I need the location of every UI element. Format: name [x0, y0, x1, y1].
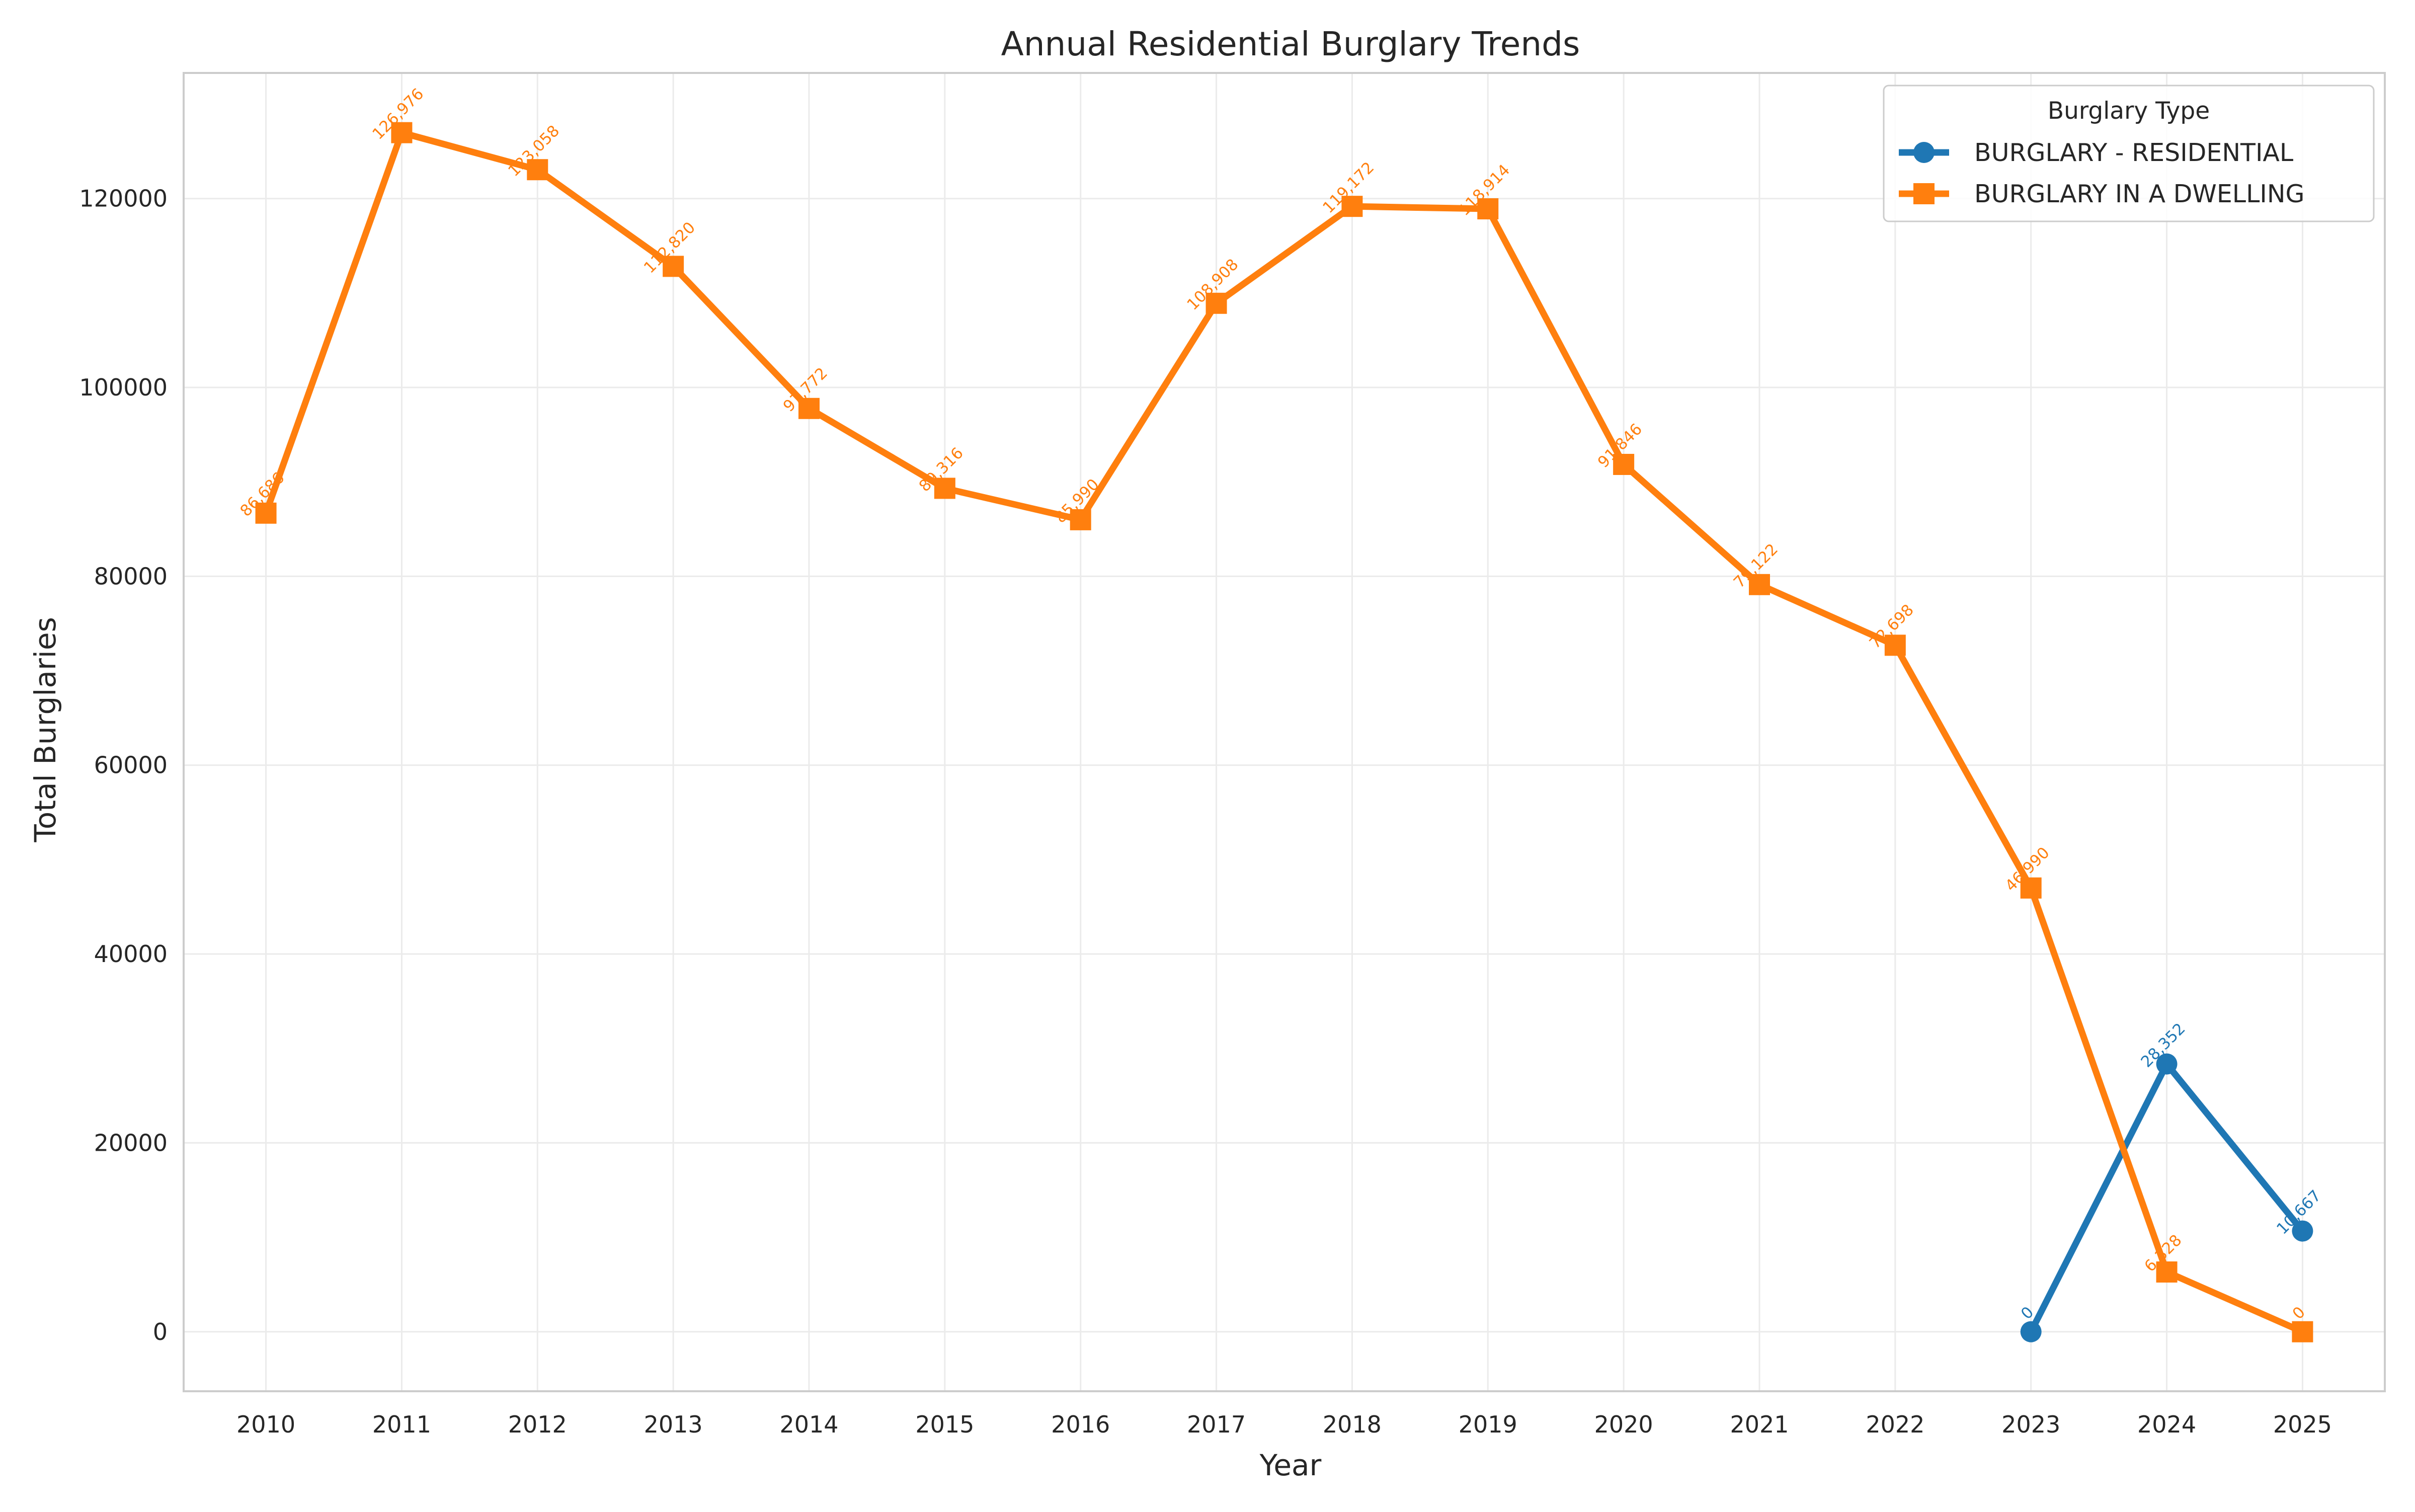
- legend-item-2: BURGLARY IN A DWELLING: [1899, 180, 2304, 208]
- data-point: [1884, 634, 1906, 656]
- x-tick-label: 2017: [1187, 1411, 1246, 1438]
- data-point: [2020, 1321, 2042, 1342]
- legend-title: Burglary Type: [2048, 97, 2210, 125]
- x-tick-label: 2015: [915, 1411, 974, 1438]
- data-point: [2292, 1220, 2313, 1242]
- x-tick-label: 2022: [1866, 1411, 1924, 1438]
- plot-frame: [183, 72, 2386, 1392]
- x-tick-label: 2023: [2001, 1411, 2060, 1438]
- data-point: [1477, 198, 1499, 219]
- legend: Burglary Type BURGLARY - RESIDENTIAL BURG…: [1883, 85, 2375, 222]
- x-tick-label: 2010: [236, 1411, 295, 1438]
- legend-item-1: BURGLARY - RESIDENTIAL: [1899, 138, 2294, 167]
- data-point: [1070, 509, 1091, 530]
- data-point: [2156, 1261, 2178, 1283]
- x-tick-label: 2012: [508, 1411, 567, 1438]
- chart-title: Annual Residential Burglary Trends: [1001, 25, 1580, 63]
- x-tick-label: 2011: [372, 1411, 431, 1438]
- data-point: [934, 478, 955, 499]
- x-tick-label: 2024: [2137, 1411, 2196, 1438]
- data-point: [1748, 574, 1770, 595]
- y-tick-label: 120000: [79, 185, 168, 212]
- y-axis-ticks: 0 20000 40000 60000 80000 100000 120000: [79, 185, 168, 1345]
- data-point: [527, 159, 548, 181]
- grid: [184, 73, 2385, 1391]
- y-tick-label: 60000: [94, 752, 168, 779]
- x-tick-label: 2018: [1323, 1411, 1382, 1438]
- data-point: [663, 256, 684, 277]
- legend-marker: [1913, 183, 1935, 204]
- data-point: [2156, 1053, 2178, 1075]
- x-axis-ticks: 2010 2011 2012 2013 2014 2015 2016 2017 2018 2019…: [236, 1411, 2332, 1438]
- x-tick-label: 2014: [779, 1411, 838, 1438]
- series-line: [263, 129, 2306, 1335]
- y-tick-label: 0: [153, 1318, 168, 1345]
- y-tick-label: 80000: [94, 563, 168, 590]
- data-point: [391, 122, 413, 143]
- x-tick-label: 2013: [644, 1411, 703, 1438]
- data-point: [2020, 877, 2042, 899]
- y-tick-label: 20000: [94, 1129, 168, 1156]
- data-point: [798, 397, 820, 419]
- data-point: [2292, 1321, 2313, 1342]
- x-tick-label: 2020: [1594, 1411, 1653, 1438]
- legend-label: BURGLARY IN A DWELLING: [1974, 180, 2304, 208]
- legend-box: [1883, 85, 2375, 222]
- x-tick-label: 2016: [1051, 1411, 1110, 1438]
- x-tick-label: 2021: [1730, 1411, 1789, 1438]
- legend-label: BURGLARY - RESIDENTIAL: [1974, 138, 2294, 167]
- legend-marker: [1913, 142, 1935, 163]
- data-point: [1341, 196, 1363, 217]
- x-tick-label: 2019: [1459, 1411, 1517, 1438]
- y-axis-label: Total Burglaries: [28, 617, 62, 843]
- data-point: [255, 502, 277, 524]
- y-tick-label: 100000: [79, 374, 168, 401]
- x-tick-label: 2025: [2273, 1411, 2332, 1438]
- data-point: [1613, 454, 1635, 475]
- x-axis-label: Year: [1259, 1448, 1322, 1482]
- y-tick-label: 40000: [94, 940, 168, 968]
- data-point: [1205, 292, 1227, 314]
